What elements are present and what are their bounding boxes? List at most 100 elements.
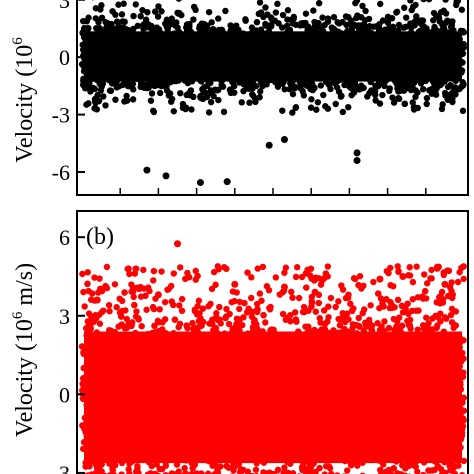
band-point [403,14,410,21]
band-point [320,91,327,99]
band-point [222,7,229,15]
band-point [223,462,230,470]
band-point [197,94,204,101]
band-point [130,293,137,301]
band-point [195,297,203,304]
band-point [393,8,401,15]
band-point [187,87,195,94]
band-point [82,325,90,332]
band-point [249,85,256,92]
band-point [413,13,420,20]
band-point [375,24,383,32]
band-point [332,100,339,108]
band-point [227,89,234,97]
band-point [133,308,140,315]
band-point [102,19,109,26]
band-point [177,89,184,97]
band-point [322,103,329,110]
band-point [460,457,468,465]
band-point [264,22,272,29]
band-point [246,99,253,106]
band-point [358,85,365,92]
band-point [263,81,270,88]
band-point [84,269,91,276]
band-point [420,471,427,474]
band-point [262,319,269,326]
band-point [302,323,309,330]
band-point [240,314,247,321]
band-point [192,267,199,275]
band-point [453,1,460,9]
band-point [144,9,151,16]
band-point [287,80,294,87]
band-point [414,326,422,333]
band-point [103,263,111,271]
band-point [174,24,181,31]
band-point [255,10,262,18]
panel-a-points [78,0,468,187]
band-point [361,21,368,28]
band-point [182,470,189,474]
band-point [98,2,105,9]
band-point [313,106,320,113]
band-point [389,23,397,30]
band-point [330,13,338,21]
band-point [199,305,207,312]
band-point [370,23,377,30]
band-point [444,96,452,104]
band-point [150,277,157,284]
panel-b-frame [76,210,469,474]
band-point [289,90,297,98]
band-point [364,93,371,100]
band-point [190,93,197,101]
band-point [219,83,227,90]
band-point [85,310,93,317]
outlier-point [223,178,231,186]
band-point [388,15,396,22]
band-point [225,320,233,328]
band-point [399,309,407,316]
band-point [105,301,113,309]
band-point [126,270,133,278]
band-point [85,100,92,107]
band-point [337,93,345,100]
band-point [140,266,147,274]
band-point [168,15,175,22]
band-point [184,269,191,277]
band-point [274,466,282,474]
band-point [156,306,163,313]
band-point [423,100,430,108]
band-point [116,295,123,302]
panel-b: 630-3 (b) Velocity (106 m/s) [10,210,469,474]
band-point [87,85,95,93]
band-point [113,18,121,25]
band-point [314,99,322,106]
band-point [139,6,146,14]
band-point [181,464,188,472]
band-point [384,19,392,26]
band-point [236,298,243,306]
band-point [319,14,326,21]
band-point [327,294,335,302]
band-point [356,272,364,280]
band-point [279,11,287,19]
band-point [336,322,344,329]
band-point [350,21,357,28]
band-point [419,85,427,93]
band-point [102,102,109,109]
band-point [445,267,453,275]
band-point [120,0,127,7]
band-point [147,97,155,104]
band-point [161,298,169,306]
band-point [78,61,86,68]
band-point [143,306,150,313]
band-point [289,294,296,301]
band-point [195,317,203,325]
band-point [190,3,198,11]
band-point [447,23,455,31]
band-point [178,295,186,303]
outlier-point [280,135,288,143]
y-tick-label: -6 [52,160,70,185]
band-point [142,16,150,23]
